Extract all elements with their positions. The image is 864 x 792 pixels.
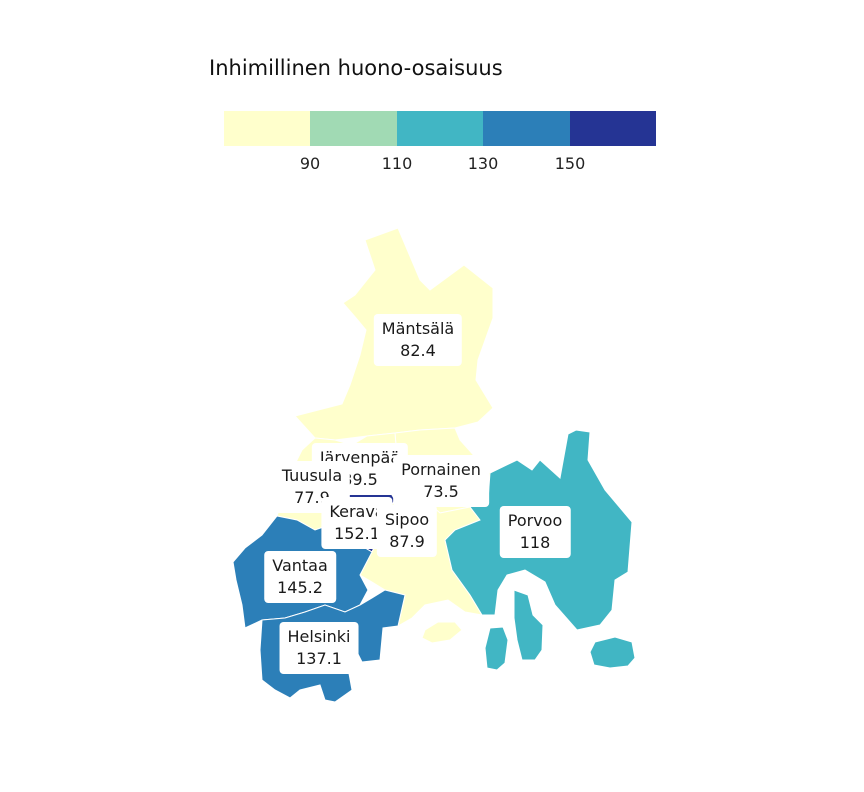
label-vantaa: Vantaa 145.2 xyxy=(264,551,336,603)
label-porvoo-value: 118 xyxy=(519,533,551,552)
region-porvoo-island-1 xyxy=(513,589,544,661)
label-kerava-value: 152.1 xyxy=(334,524,380,543)
region-porvoo-island-3 xyxy=(589,636,636,669)
legend-tick-130: 130 xyxy=(467,154,499,173)
label-sipoo: Sipoo 87.9 xyxy=(376,505,438,557)
legend-tick-90: 90 xyxy=(299,154,321,173)
label-vantaa-name: Vantaa xyxy=(272,556,328,575)
label-helsinki-value: 137.1 xyxy=(296,649,342,668)
label-tuusula-value: 77.9 xyxy=(294,488,330,507)
label-pornainen-value: 73.5 xyxy=(423,482,459,501)
region-porvoo-island-2 xyxy=(484,626,509,671)
label-pornainen: Pornainen 73.5 xyxy=(393,455,489,507)
legend-tick-150: 150 xyxy=(554,154,586,173)
legend-bin-5 xyxy=(569,111,657,146)
legend-bin-4 xyxy=(483,111,570,146)
legend-tick-110: 110 xyxy=(381,154,413,173)
label-vantaa-value: 145.2 xyxy=(277,578,323,597)
legend-title: Inhimillinen huono-osaisuus xyxy=(209,56,503,80)
legend-bin-2 xyxy=(310,111,397,146)
label-pornainen-name: Pornainen xyxy=(401,460,481,479)
label-porvoo-name: Porvoo xyxy=(507,511,563,530)
legend-bin-1 xyxy=(224,111,311,146)
label-helsinki-name: Helsinki xyxy=(287,627,351,646)
label-jarvenpaa-value: 89.5 xyxy=(342,470,378,489)
label-porvoo: Porvoo 118 xyxy=(499,506,571,558)
label-sipoo-value: 87.9 xyxy=(389,532,425,551)
legend-bin-3 xyxy=(396,111,484,146)
label-helsinki: Helsinki 137.1 xyxy=(279,622,359,674)
label-mantsala-name: Mäntsälä xyxy=(381,319,455,338)
label-tuusula-name: Tuusula xyxy=(281,466,343,485)
label-kerava-name: Kerava xyxy=(329,502,385,521)
region-sipoo-island xyxy=(421,621,463,644)
legend-color-bar xyxy=(224,111,657,146)
label-mantsala-value: 82.4 xyxy=(400,341,436,360)
label-tuusula: Tuusula 77.9 xyxy=(273,461,351,513)
label-sipoo-name: Sipoo xyxy=(384,510,430,529)
label-mantsala: Mäntsälä 82.4 xyxy=(373,314,463,366)
